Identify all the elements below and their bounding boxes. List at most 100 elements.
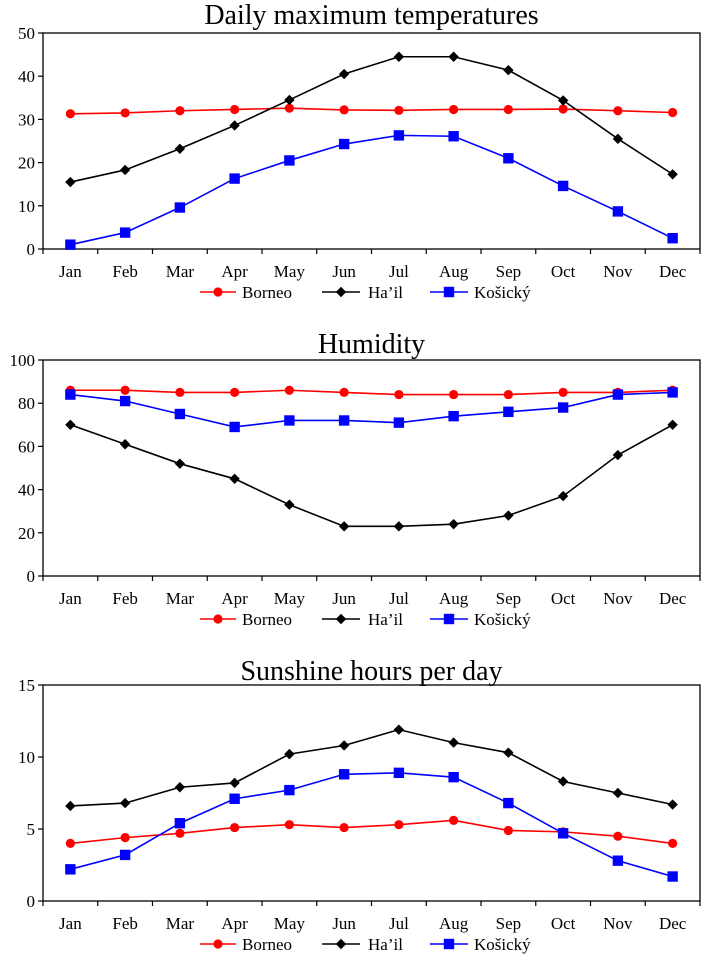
data-point (612, 133, 624, 145)
plot-area-frame (42, 684, 701, 902)
data-point (119, 797, 131, 809)
data-point (339, 822, 349, 833)
data-point (338, 769, 350, 780)
legend-label: Borneo (242, 935, 292, 954)
chart-panel-1: Daily maximum temperatures 0 10 20 30 40 50 Jan… (18, 0, 701, 302)
data-point (65, 419, 76, 430)
x-tick-label: Jul (389, 589, 409, 608)
data-point (338, 521, 350, 532)
data-point (339, 105, 349, 115)
data-point (448, 131, 459, 142)
data-point (65, 239, 76, 250)
x-tick-label: Dec (659, 262, 687, 281)
y-tick-label: 10 (18, 197, 35, 216)
chart-title: Sunshine hours per day (240, 656, 502, 687)
data-point (65, 109, 75, 119)
data-point (174, 818, 186, 829)
x-tick-label: Sep (496, 262, 522, 281)
x-tick-label: Sep (496, 914, 522, 933)
data-point (119, 439, 131, 450)
data-point (612, 389, 624, 400)
data-point (284, 415, 295, 426)
x-tick-label: Jul (389, 914, 409, 933)
data-point (284, 784, 295, 796)
legend-marker (213, 614, 223, 624)
y-tick-label: 40 (18, 67, 35, 86)
x-tick-label: Jul (389, 262, 409, 281)
series-Ha’il (65, 419, 678, 532)
y-tick-label: 80 (18, 394, 35, 413)
legend-label: Ha’il (368, 283, 403, 302)
data-point (503, 747, 514, 758)
y-tick-label: 0 (27, 240, 36, 259)
x-tick-label: Oct (551, 262, 576, 281)
data-point (668, 838, 678, 849)
data-point (65, 800, 76, 812)
x-tick-label: Nov (603, 914, 633, 933)
data-point (174, 202, 186, 213)
data-point (448, 737, 459, 748)
data-point (557, 95, 569, 106)
x-tick-label: Oct (551, 589, 576, 608)
y-tick-label: 50 (18, 24, 35, 43)
series-line (70, 424, 674, 528)
data-point (667, 419, 678, 430)
data-point (503, 153, 514, 164)
series-line (70, 391, 673, 428)
data-point (557, 180, 569, 192)
series-line (70, 389, 673, 396)
legend: Borneo Ha’il Košický (200, 610, 531, 629)
data-point (448, 771, 459, 783)
data-point (120, 108, 130, 118)
data-point (612, 855, 624, 866)
legend-marker (443, 613, 455, 625)
series-Borneo (65, 815, 678, 849)
data-point (503, 510, 514, 521)
legend-marker (335, 613, 347, 625)
y-tick-label: 0 (27, 567, 36, 586)
legend: Borneo Ha’il Košický (200, 935, 531, 954)
x-tick-label: Jun (332, 262, 356, 281)
data-point (229, 421, 240, 433)
data-point (119, 849, 131, 861)
data-point (284, 103, 294, 113)
data-point (284, 748, 295, 760)
y-tick-label: 40 (18, 481, 35, 500)
data-point (394, 389, 404, 400)
y-tick-label: 30 (18, 110, 35, 129)
data-point (613, 831, 623, 841)
legend-marker (213, 287, 223, 297)
x-tick-label: Aug (439, 914, 469, 933)
x-tick-label: Aug (439, 589, 469, 608)
data-point (174, 458, 186, 469)
data-point (394, 105, 404, 115)
legend-label: Borneo (242, 283, 292, 302)
x-tick-label: Apr (221, 262, 248, 281)
data-point (229, 473, 240, 484)
data-point (612, 206, 624, 217)
x-tick-label: Jan (59, 914, 82, 933)
legend-label: Borneo (242, 610, 292, 629)
series-Ha’il (65, 724, 678, 812)
data-point (667, 799, 678, 810)
data-point (394, 820, 404, 830)
data-point (229, 793, 240, 804)
data-point (613, 106, 623, 116)
data-point (448, 51, 459, 62)
data-point (230, 104, 240, 115)
series-Košický (65, 130, 678, 250)
data-point (667, 387, 678, 398)
x-tick-label: Jan (59, 589, 82, 608)
chart-panel-3: Sunshine hours per day 0 5 10 15 Jan Feb Mar Apr… (18, 656, 701, 954)
x-tick-label: Aug (439, 262, 469, 281)
x-tick-label: Mar (166, 262, 195, 281)
chart-title: Daily maximum temperatures (204, 0, 538, 31)
data-point (120, 833, 130, 843)
legend-label: Košický (474, 610, 531, 629)
data-point (284, 820, 294, 830)
series-line (70, 819, 673, 845)
x-tick-label: Mar (166, 914, 195, 933)
data-point (338, 415, 350, 426)
data-point (229, 777, 240, 789)
